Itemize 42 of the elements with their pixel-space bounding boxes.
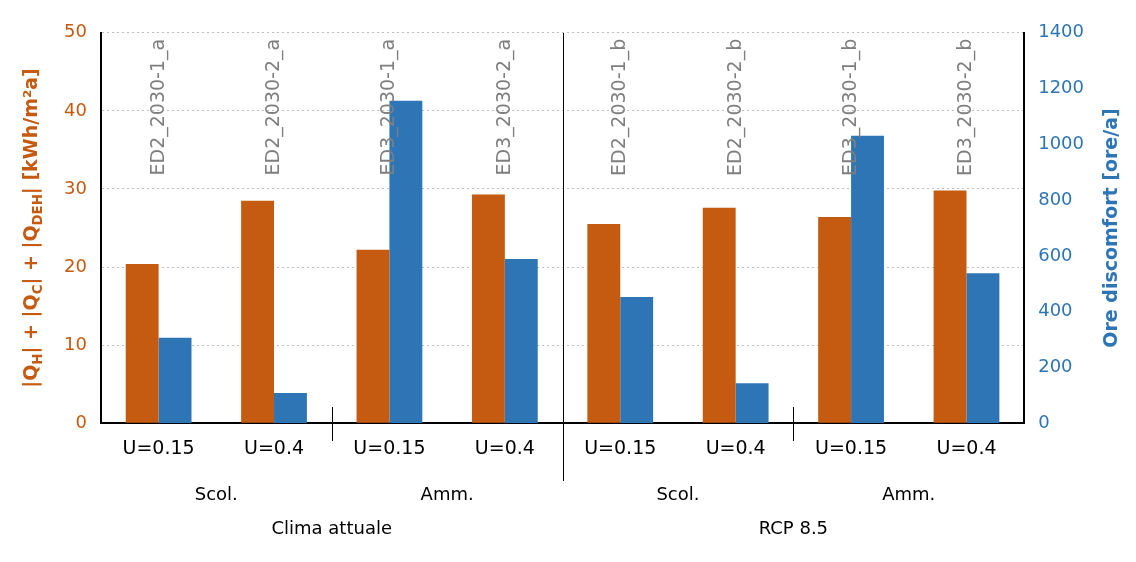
y-tick-label: 20 — [64, 254, 87, 276]
y-axis-title: |QH| + |QC| + |QDEH| [kWh/m²a] — [18, 68, 46, 388]
y2-tick-label: 0 — [1038, 410, 1050, 432]
x-tick-label: U=0.4 — [474, 435, 535, 458]
text: Clima attuale — [271, 516, 392, 538]
text: Amm. — [420, 482, 474, 504]
text: Scol. — [194, 482, 238, 504]
bar — [241, 200, 275, 423]
x-tick-label: U=0.15 — [353, 435, 426, 458]
y-tick-label: 10 — [64, 332, 87, 354]
bar — [274, 393, 307, 424]
text: Scol. — [656, 482, 700, 504]
y2-tick-label: 1000 — [1038, 132, 1084, 154]
x-tick-label: U=0.4 — [936, 435, 997, 458]
y2-tick-label: 800 — [1038, 187, 1073, 209]
bar — [735, 383, 769, 424]
annotation: ED2_2030-1_b — [607, 38, 631, 176]
text: Amm. — [882, 482, 936, 504]
y2-tick-label: 1200 — [1038, 76, 1084, 98]
x-tick-label: U=0.15 — [584, 435, 657, 458]
text: RCP 8.5 — [758, 516, 829, 538]
y-tick-label: 40 — [64, 98, 87, 120]
annotation: ED3_2030-2_a — [491, 38, 515, 176]
x-tick-label: U=0.4 — [244, 435, 305, 458]
annotation: ED3_2030-1_b — [838, 38, 862, 176]
bar — [702, 207, 736, 423]
y-tick-label: 30 — [64, 176, 87, 198]
y2-axis-title: Ore discomfort [ore/a] — [1098, 108, 1121, 348]
y-tick-label: 0 — [75, 410, 87, 432]
x-tick-label: U=0.15 — [122, 435, 195, 458]
y2-tick-label: 600 — [1038, 243, 1073, 265]
annotation: ED2_2030-2_b — [722, 38, 746, 176]
x-tick-label: U=0.4 — [705, 435, 766, 458]
annotation: ED2_2030-1_a — [145, 38, 169, 176]
x-tick-label: U=0.15 — [815, 435, 888, 458]
y2-tick-label: 200 — [1038, 355, 1073, 377]
annotation: ED2_2030-2_a — [260, 38, 284, 176]
annotation: ED3_2030-1_a — [376, 38, 400, 176]
y2-tick-label: 1400 — [1038, 20, 1084, 42]
y2-tick-label: 400 — [1038, 299, 1073, 321]
y-tick-label: 50 — [64, 20, 87, 42]
annotation: ED3_2030-2_b — [953, 38, 977, 176]
